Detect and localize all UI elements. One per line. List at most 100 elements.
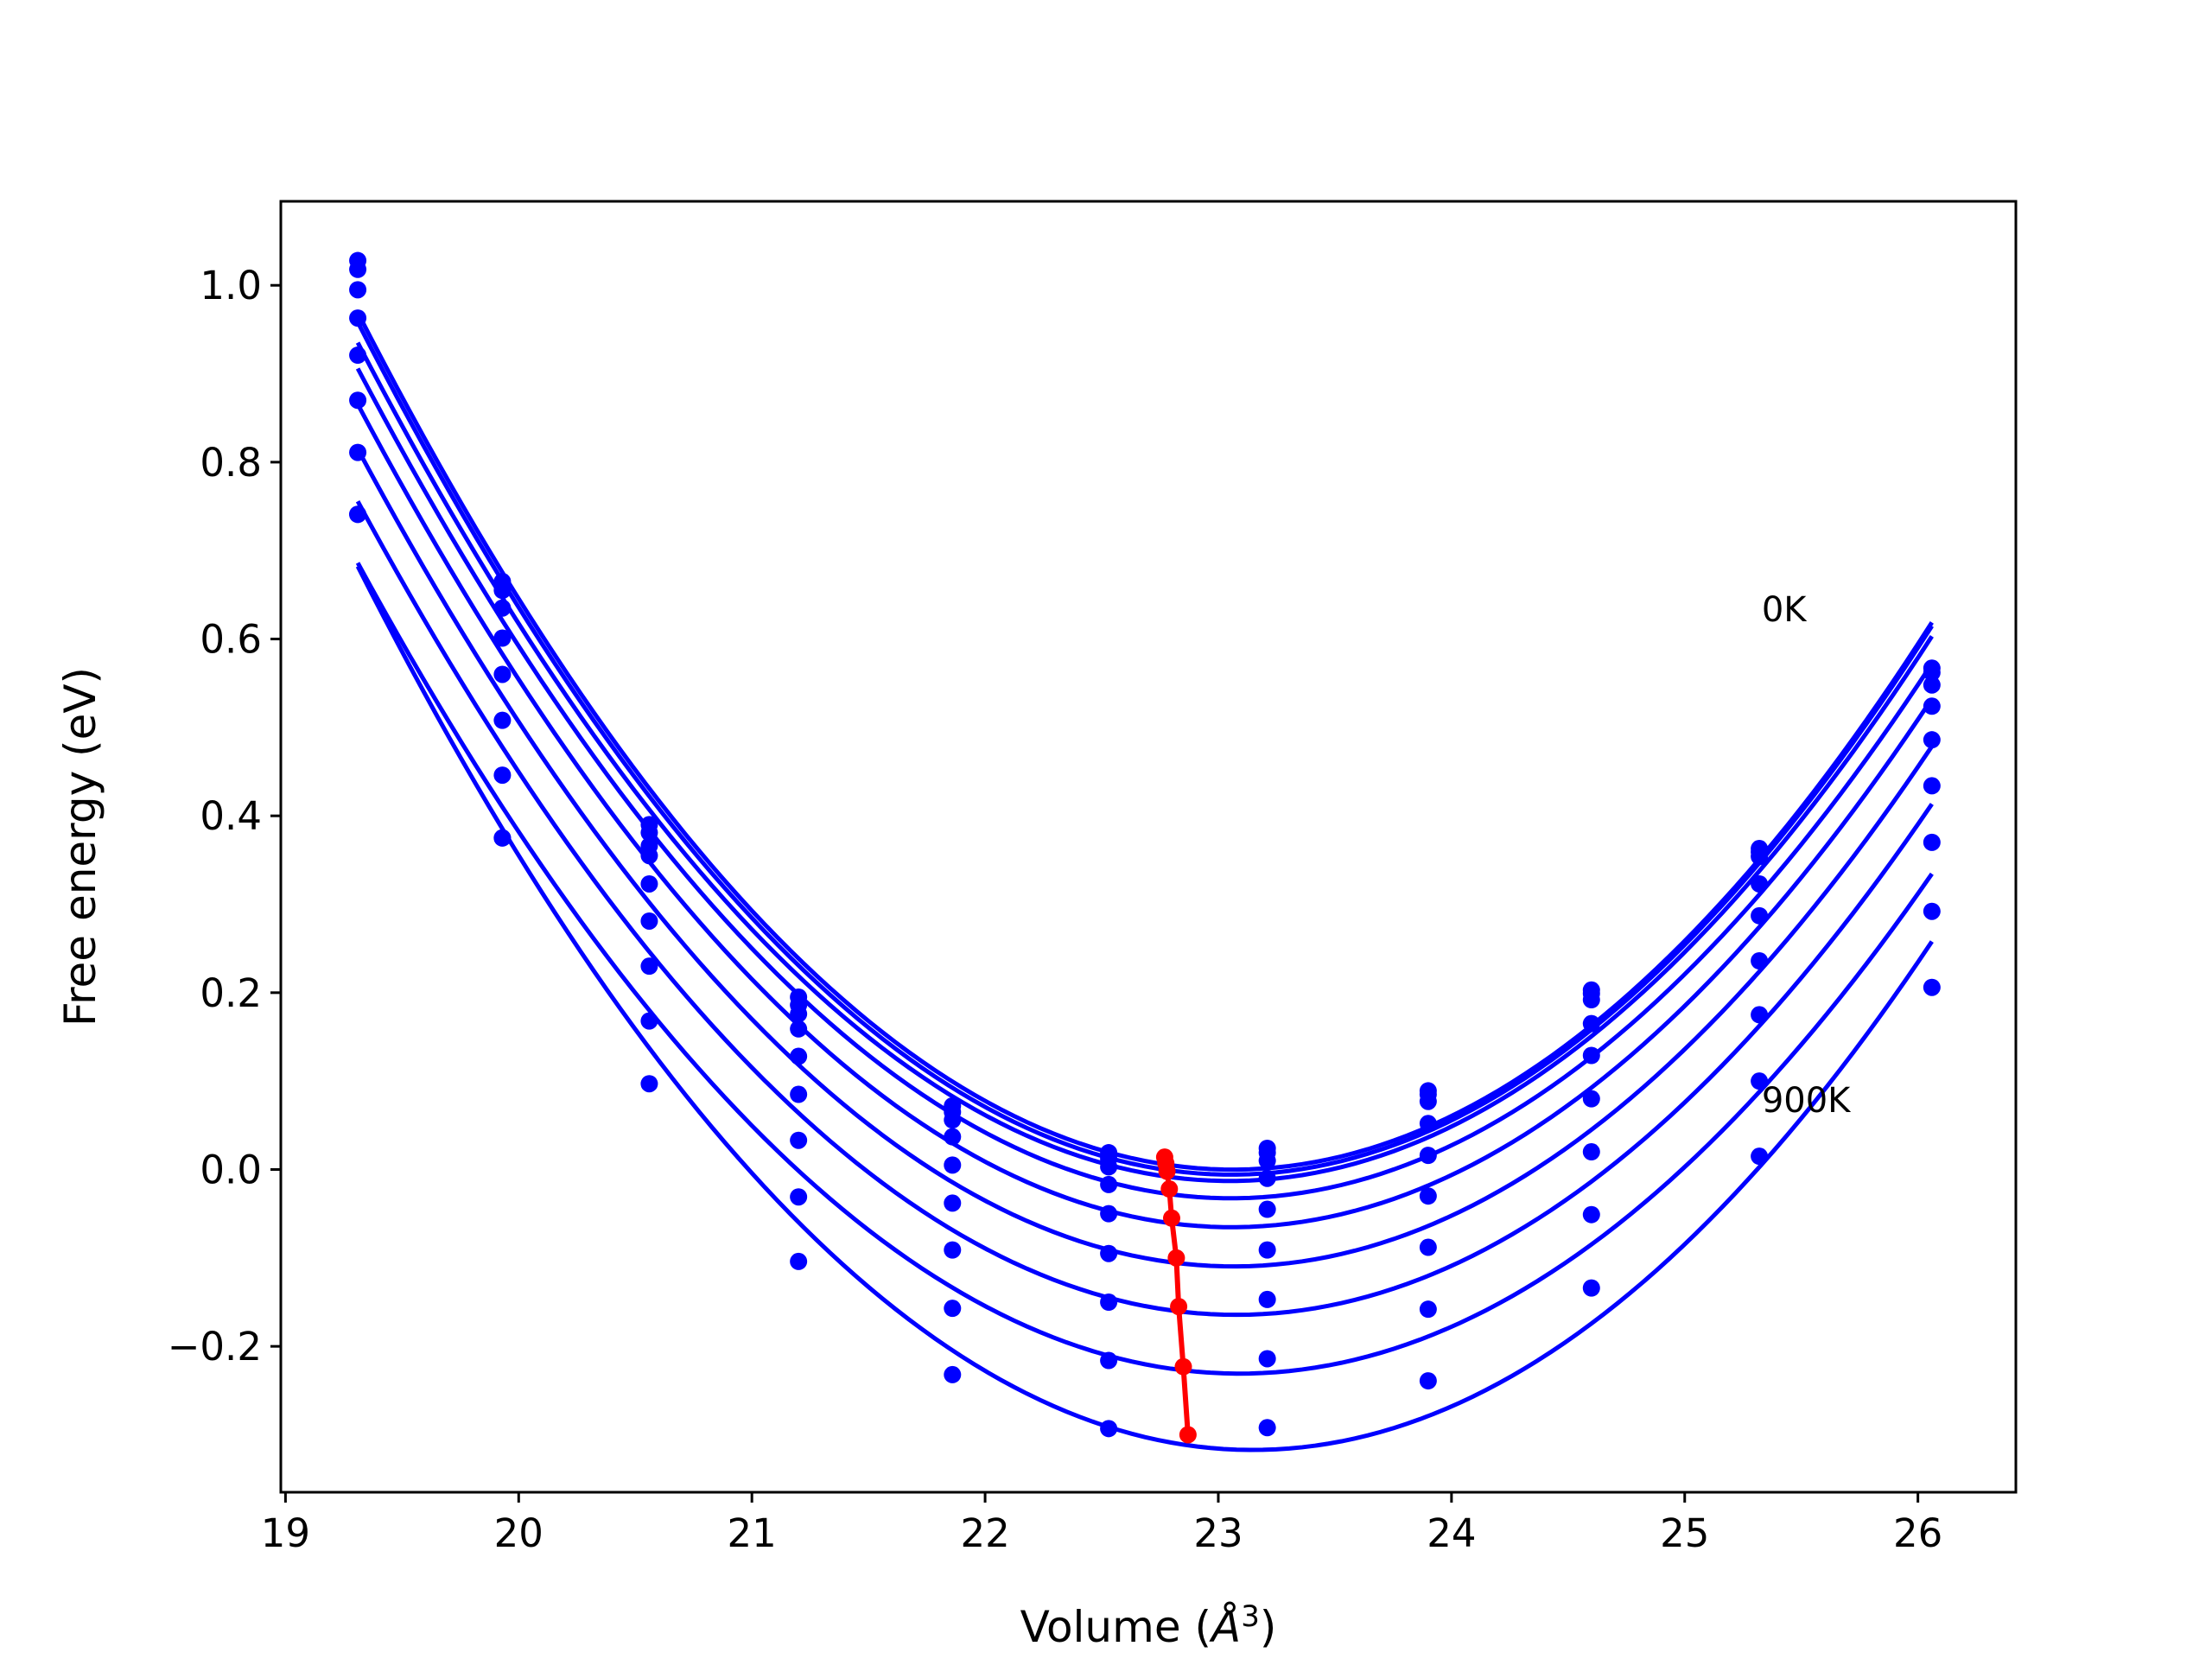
series-2-point-1 [493,599,512,617]
series-4-point-6 [1258,1200,1276,1218]
series-6-point-1 [493,766,512,785]
series-1-point-2 [640,823,658,842]
series-1-point-1 [493,582,512,600]
y-tick-label-0: −0.2 [168,1324,262,1370]
x-tick-label-7: 26 [1893,1510,1942,1556]
series-7-point-4 [944,1300,962,1318]
annotation-1: 900K [1762,1081,1852,1121]
series-8-point-3 [790,1252,808,1270]
series-5-point-9 [1751,952,1769,970]
series-4-point-5 [1100,1205,1118,1223]
series-7-point-7 [1419,1300,1437,1319]
series-2-point-6 [1258,1152,1276,1170]
x-tick-label-4: 23 [1193,1510,1243,1556]
y-tick-label-2: 0.2 [200,970,262,1016]
series-2-point-4 [944,1111,962,1129]
series-2-point-7 [1419,1092,1437,1110]
series-6-point-4 [944,1241,962,1259]
series-2-point-8 [1582,991,1600,1009]
y-tick-label-5: 0.8 [200,440,262,486]
series-3-point-4 [944,1128,962,1146]
series-line-1 [355,321,1934,1177]
series-6-point-10 [1923,833,1941,851]
series-4-point-4 [944,1156,962,1174]
series-5-point-0 [349,391,367,410]
series-4-point-1 [493,665,512,683]
series-8-point-1 [493,829,512,847]
series-8-point-2 [640,1075,658,1093]
minima-point-3 [1160,1180,1179,1198]
series-4-point-3 [790,1047,808,1065]
series-4-point-2 [640,874,658,893]
curves-layer [355,311,1934,1452]
series-line-8 [355,565,1934,1452]
series-7-point-6 [1258,1350,1276,1368]
series-1-point-10 [1923,664,1941,682]
series-line-7 [355,562,1934,1376]
minima-point-7 [1174,1357,1192,1376]
series-6-point-9 [1751,1006,1769,1024]
series-7-point-8 [1582,1205,1600,1224]
series-3-point-10 [1923,697,1941,715]
series-8-point-8 [1582,1279,1600,1297]
series-2-point-9 [1751,848,1769,866]
series-line-5 [355,448,1934,1269]
series-6-point-7 [1419,1238,1437,1256]
plot-frame [279,200,2018,1494]
y-tick-label-6: 1.0 [200,263,262,308]
series-line-4 [355,403,1934,1230]
series-5-point-5 [1100,1244,1118,1262]
series-line-2 [355,341,1934,1184]
x-axis-label: Volume (Å3) [1020,1599,1277,1652]
series-2-point-5 [1100,1158,1118,1176]
series-2-point-10 [1923,676,1941,694]
series-4-point-10 [1923,731,1941,749]
series-6-point-0 [349,443,367,461]
series-1-point-0 [349,260,367,278]
series-6-point-5 [1100,1293,1118,1311]
series-4-point-0 [349,346,367,365]
y-axis-ticks: −0.2 0.0 0.2 0.4 0.6 0.8 1.0 [168,263,281,1370]
series-4-point-9 [1751,906,1769,925]
series-8-point-4 [944,1365,962,1383]
series-7-point-10 [1923,902,1941,920]
series-8-point-0 [349,505,367,524]
x-tick-label-6: 25 [1660,1510,1709,1556]
series-8-point-10 [1923,978,1941,996]
series-3-point-6 [1258,1169,1276,1187]
series-8-point-5 [1100,1420,1118,1438]
series-5-point-3 [790,1085,808,1103]
series-6-point-3 [790,1131,808,1149]
series-3-point-5 [1100,1175,1118,1193]
series-3-point-1 [493,629,512,647]
series-6-point-8 [1582,1143,1600,1161]
series-4-point-7 [1419,1147,1437,1165]
y-axis-label: Free energy (eV) [55,667,105,1027]
series-3-point-8 [1582,1014,1600,1033]
series-5-point-1 [493,711,512,729]
x-tick-label-1: 20 [494,1510,543,1556]
series-5-point-7 [1419,1187,1437,1205]
y-tick-label-1: 0.0 [200,1147,262,1193]
minima-point-6 [1170,1298,1188,1316]
series-7-point-9 [1751,1072,1769,1090]
series-8-point-7 [1419,1372,1437,1390]
minima-layer [1155,1148,1197,1444]
x-tick-label-5: 24 [1427,1510,1476,1556]
minima-point-2 [1158,1162,1176,1180]
series-8-point-6 [1258,1419,1276,1437]
series-6-point-2 [640,957,658,976]
y-tick-label-4: 0.6 [200,617,262,663]
series-7-point-5 [1100,1351,1118,1370]
series-3-point-2 [640,847,658,865]
series-3-point-3 [790,1020,808,1038]
annotation-0: 0K [1762,590,1808,630]
series-line-3 [355,367,1934,1201]
series-7-point-2 [640,1012,658,1030]
series-3-point-9 [1751,874,1769,893]
minima-point-4 [1162,1209,1180,1227]
series-7-point-3 [790,1188,808,1206]
series-line-0 [355,311,1934,1173]
